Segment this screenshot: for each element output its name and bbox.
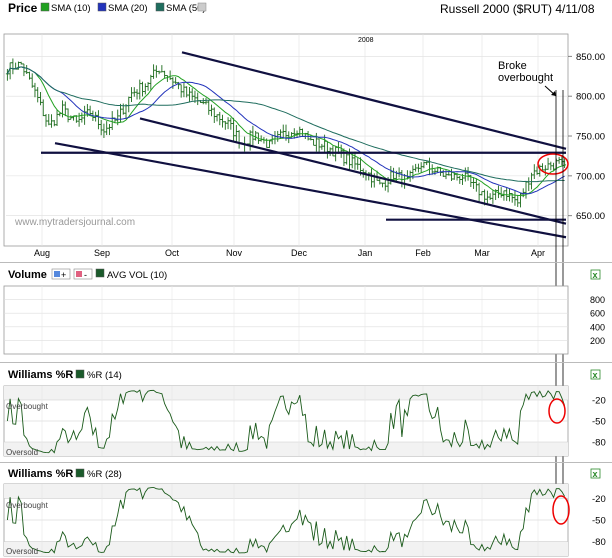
overbought-circle-wr28 [552, 495, 570, 525]
wr14-overbought-zone [4, 386, 568, 400]
panel-separator [0, 262, 612, 263]
wr28-close-button[interactable] [590, 468, 601, 479]
close-icon: x [593, 370, 598, 380]
volume-ytick-label: 400 [590, 322, 605, 332]
wr14-y-axis: -20 -50 -80 [592, 396, 606, 449]
avgvol-legend: AVG VOL (10) [107, 270, 167, 281]
wr28-overbought-label: Overbought [6, 501, 49, 510]
wr28-oversold-label: Oversold [6, 547, 38, 556]
wr28-y-axis: -20 -50 -80 [592, 494, 606, 548]
price-grid [6, 34, 568, 246]
price-xtick-label: Mar [474, 248, 490, 258]
wr-ytick-label: -50 [592, 516, 606, 527]
annotation-arrowhead [551, 91, 556, 96]
wr14-legend: %R (14) [87, 370, 122, 381]
wr28-oversold-zone [4, 542, 568, 556]
sma20-swatch [97, 2, 107, 12]
wr-ytick-label: -20 [592, 494, 606, 505]
trendline [181, 51, 567, 150]
volume-minus-swatch [76, 271, 82, 277]
sma50-swatch [155, 2, 165, 12]
volume-minus-button[interactable] [73, 268, 93, 280]
volume-ytick-label: 600 [590, 309, 605, 319]
volume-label: Volume [8, 269, 47, 281]
overbought-circle-wr14 [548, 398, 566, 424]
wr-ytick-label: -50 [592, 417, 606, 428]
wr28-line [6, 486, 565, 554]
sma20-legend: SMA (20) [108, 3, 148, 14]
watermark: www.mytradersjournal.com [14, 217, 135, 228]
avgvol-swatch [95, 268, 105, 278]
price-xtick-label: Apr [531, 248, 545, 258]
wr28-grid [4, 484, 568, 556]
sma20-line [6, 66, 565, 195]
trendline [139, 117, 567, 225]
sma10-swatch [40, 2, 50, 12]
wr-ytick-label: -20 [592, 396, 606, 407]
price-xtick-label: Dec [291, 248, 308, 258]
volume-grid [4, 286, 568, 354]
price-ytick-label: 850.00 [576, 52, 605, 63]
price-xtick-label: Oct [165, 248, 180, 258]
annotation-line2: overbought [498, 72, 553, 84]
year-label: 2008 [358, 37, 374, 44]
chart-title: Russell 2000 ($RUT) 4/11/08 [440, 2, 595, 16]
volume-close-button[interactable] [590, 269, 601, 280]
wr-line [6, 389, 566, 454]
price-xtick-label: Jan [358, 248, 373, 258]
trendlines [41, 51, 567, 239]
williams28-label: Williams %R [8, 468, 73, 480]
price-xtick-label: Nov [226, 248, 243, 258]
sma50-legend: SMA (50) [166, 3, 206, 14]
wr28-swatch [75, 468, 85, 478]
wr14-line [6, 389, 566, 454]
sma-legend: SMA (10) SMA (20) SMA (50) [40, 2, 207, 14]
volume-ytick-label: 200 [590, 336, 605, 346]
wr28-legend: %R (28) [87, 469, 122, 480]
price-ytick-label: 800.00 [576, 92, 605, 103]
volume-ytick-label: 800 [590, 295, 605, 305]
price-xtick-label: Aug [34, 248, 50, 258]
legend-toggle-icon[interactable] [197, 2, 207, 12]
wr14-close-button[interactable] [590, 369, 601, 380]
close-icon: x [593, 469, 598, 479]
price-x-axis: Aug Sep Oct Nov Dec Jan Feb Mar Apr [34, 248, 545, 258]
annotation-line1: Broke [498, 60, 527, 72]
trendline [54, 142, 567, 239]
williams14-label: Williams %R [8, 369, 73, 381]
close-icon: x [593, 270, 598, 280]
sma50-line [6, 66, 565, 183]
wr-ytick-label: -80 [592, 438, 606, 449]
price-xtick-label: Feb [415, 248, 431, 258]
panel-separator [0, 462, 612, 463]
price-label: Price [8, 1, 38, 15]
price-ytick-label: 650.00 [576, 211, 605, 222]
price-y-axis: 850.00 800.00 750.00 700.00 650.00 [568, 52, 605, 222]
volume-plus-swatch [54, 271, 60, 277]
wr-line [6, 486, 565, 554]
volume-minus-label: - [84, 270, 87, 280]
volume-plus-label: + [61, 270, 66, 280]
price-ytick-label: 700.00 [576, 171, 605, 182]
price-xtick-label: Sep [94, 248, 110, 258]
volume-plot-area [3, 285, 569, 355]
panel-separator [0, 362, 612, 363]
wr28-overbought-zone [4, 484, 568, 498]
wr14-overbought-label: Overbought [6, 402, 49, 411]
volume-y-axis: 800 600 400 200 [590, 295, 605, 346]
wr-ytick-label: -80 [592, 537, 606, 548]
sma10-legend: SMA (10) [51, 3, 91, 14]
wr14-oversold-label: Oversold [6, 448, 38, 457]
overbought-circle-price [537, 153, 569, 175]
wr14-oversold-zone [4, 442, 568, 456]
wr14-swatch [75, 369, 85, 379]
volume-plus-button[interactable] [51, 268, 71, 280]
price-ytick-label: 750.00 [576, 132, 605, 143]
price-sma-lines [6, 66, 565, 197]
